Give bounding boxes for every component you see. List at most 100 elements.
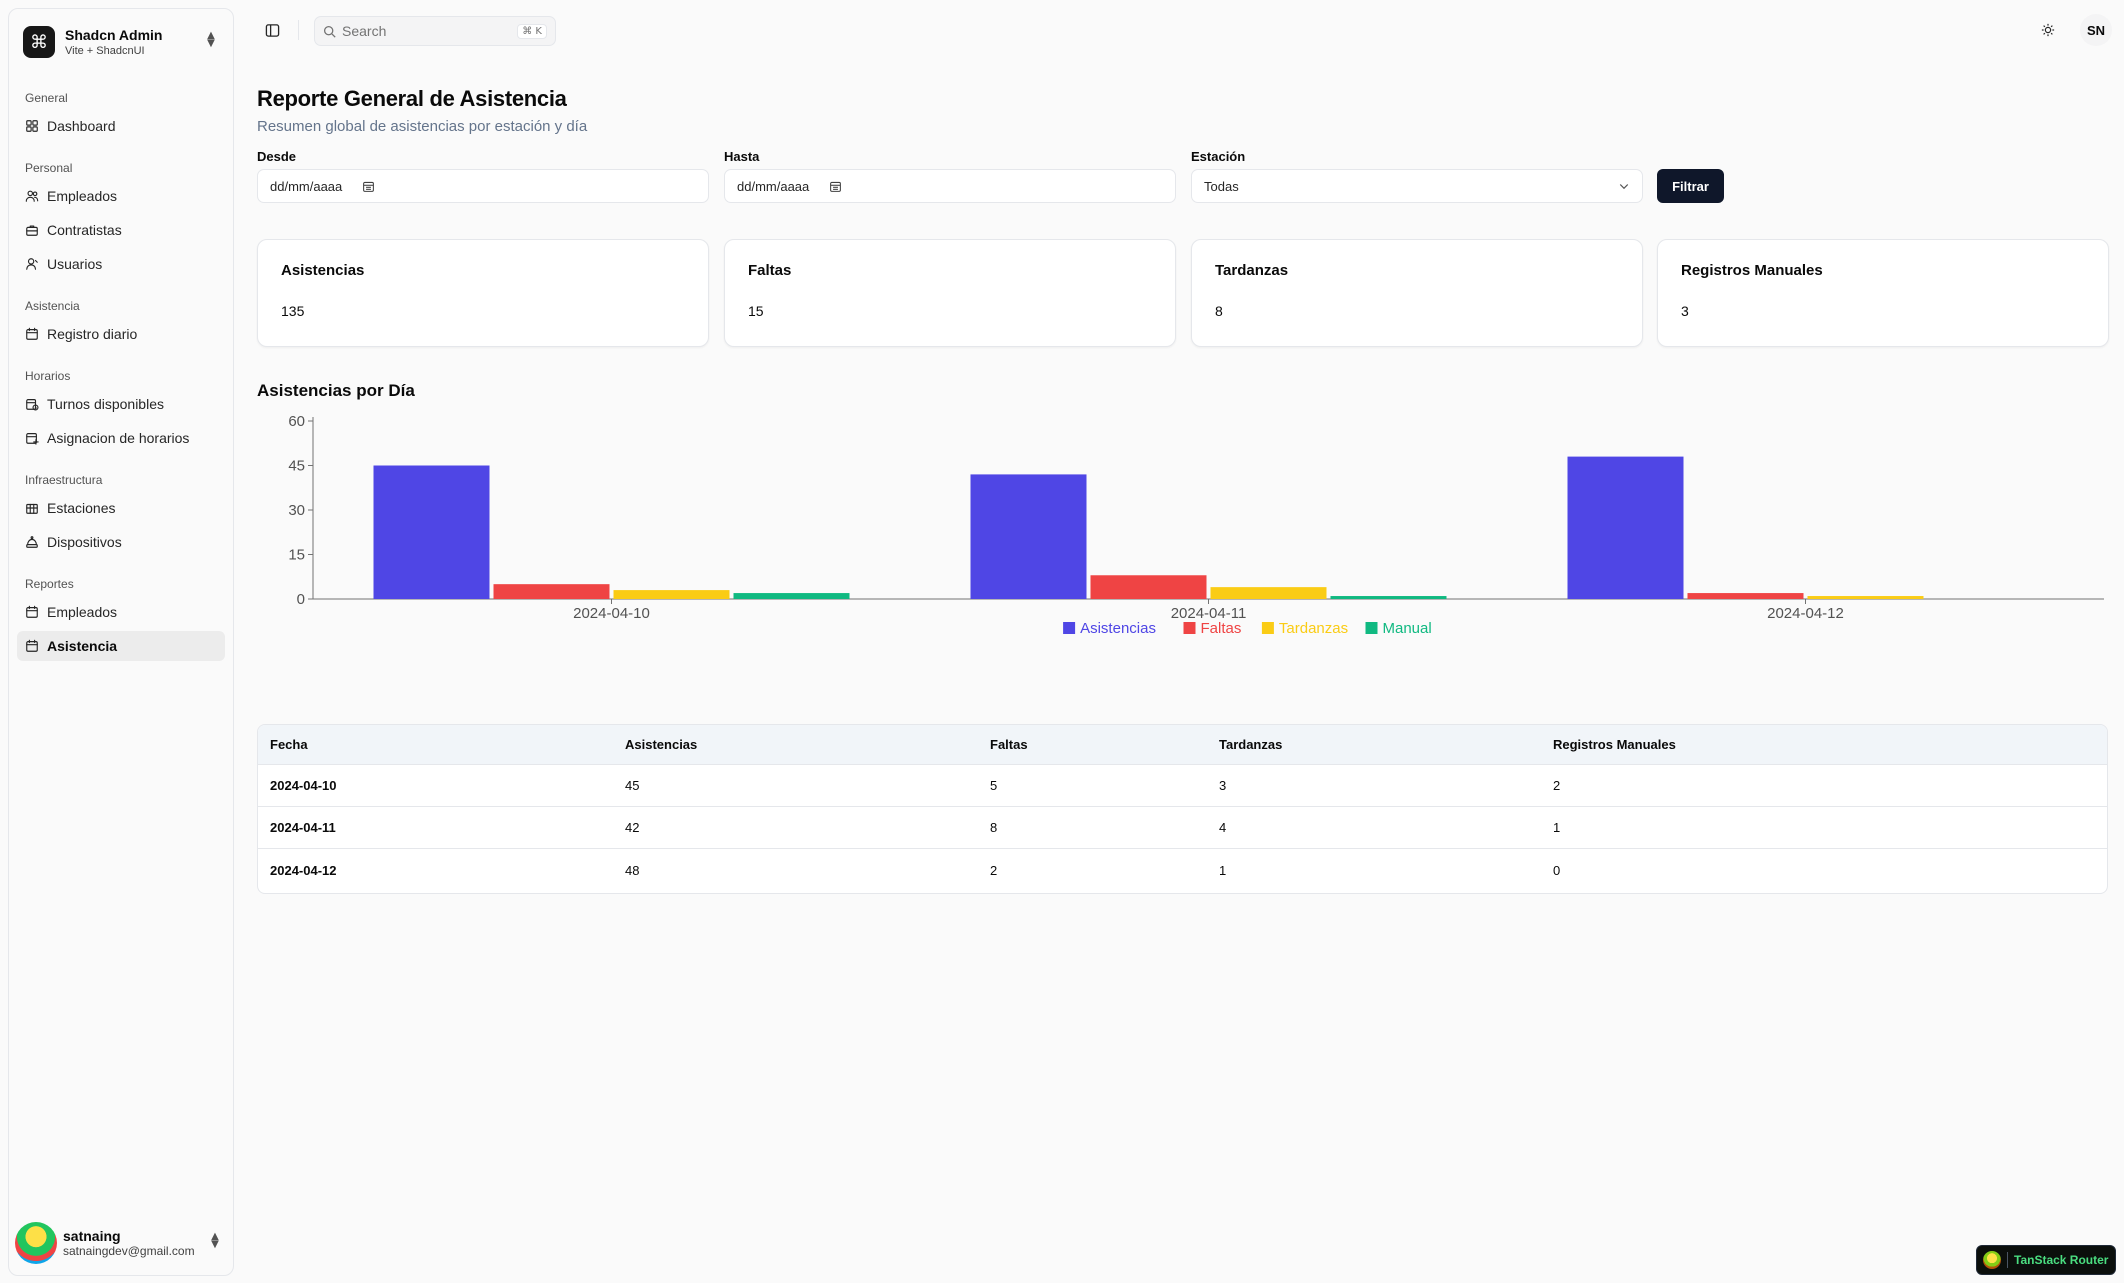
nav-group-label: Reportes: [25, 577, 74, 591]
sidebar-nav: General Dashboard Personal Empleados Contrat…: [9, 71, 233, 665]
nav-user[interactable]: satnaing satnaingdev@gmail.com ▲ ▼: [9, 1215, 233, 1275]
users-icon: [25, 189, 39, 203]
card-title: Registros Manuales: [1681, 262, 1823, 279]
tanstack-devtools-button[interactable]: TanStack Router: [1976, 1245, 2116, 1275]
brand-title: Shadcn Admin: [65, 26, 163, 43]
card-value: 8: [1215, 303, 1223, 319]
page-title: Reporte General de Asistencia: [257, 86, 567, 111]
sidebar-item-label: Turnos disponibles: [47, 396, 164, 412]
table-cell: 4: [1219, 820, 1227, 835]
table-row: 2024-04-11 42 8 4 1: [258, 807, 2107, 849]
top-bar: Search ⌘ K SN: [244, 0, 2124, 60]
table-header-cell: Asistencias: [625, 737, 698, 752]
brand-subtitle: Vite + ShadcnUI: [65, 44, 145, 57]
legend-swatch: [1183, 622, 1196, 634]
table-cell: 2024-04-10: [270, 778, 337, 793]
nav-group: General Dashboard: [9, 85, 233, 141]
bar-manual-2024-04-10: [733, 593, 850, 599]
card-faltas: Faltas 15: [724, 239, 1176, 347]
nav-group-label: General: [25, 91, 68, 105]
sidebar-item-asignacion-de-horarios[interactable]: Asignacion de horarios: [17, 423, 225, 453]
nav-group-label: Horarios: [25, 369, 71, 383]
card-asistencias: Asistencias 135: [257, 239, 709, 347]
calendar-clock-icon: [25, 397, 39, 411]
chevrons-up-down-icon: ▲ ▼: [211, 1231, 219, 1250]
bar-chart: 0 15 30 45 60 2024-04-10 2024-04-11 2024-04-12 A…: [288, 413, 2104, 637]
table-cell: 0: [1553, 862, 1561, 878]
page-subtitle: Resumen global de asistencias por estaci…: [257, 118, 588, 135]
theme-toggle-button[interactable]: [2036, 18, 2060, 42]
user-name: satnaing: [63, 1227, 121, 1244]
profile-avatar-button[interactable]: SN: [2080, 14, 2112, 46]
sidebar-item-label: Dispositivos: [47, 534, 122, 550]
sidebar-item-label: Estaciones: [47, 500, 116, 516]
sidebar-toggle-button[interactable]: [258, 16, 286, 44]
panel-left-icon: [265, 23, 279, 37]
y-tick-label: 0: [297, 591, 305, 608]
user-email: satnaingdev@gmail.com: [63, 1243, 195, 1258]
sidebar-item-empleados[interactable]: Empleados: [17, 181, 225, 211]
y-tick-label: 60: [288, 413, 305, 430]
sidebar-item-usuarios[interactable]: Usuarios: [17, 249, 225, 279]
table-cell: 2: [990, 862, 998, 878]
table-cell: 5: [990, 778, 998, 793]
table-cell: 48: [625, 862, 640, 878]
command-icon: ⌘: [23, 26, 55, 58]
sidebar-item-label: Empleados: [47, 188, 118, 204]
sun-icon: [2041, 23, 2055, 37]
sidebar-item-dispositivos[interactable]: Dispositivos: [17, 527, 225, 557]
filtrar-button[interactable]: Filtrar: [1657, 169, 1724, 203]
table-cell: 2024-04-11: [270, 820, 336, 835]
sidebar-item-asistencia[interactable]: Asistencia: [17, 631, 225, 661]
sidebar-item-label: Registro diario: [47, 326, 138, 342]
briefcase-icon: [25, 223, 39, 237]
table-cell: 1: [1219, 862, 1227, 878]
summary-cards: Asistencias 135 Faltas 15 Tardanzas 8 Re…: [257, 239, 2109, 349]
calendar-icon: [830, 181, 842, 192]
sidebar-item-dashboard[interactable]: Dashboard: [17, 111, 225, 141]
team-switcher[interactable]: ⌘ Shadcn Admin Vite + ShadcnUI ▲ ▼: [9, 9, 233, 71]
table-cell: 45: [625, 778, 640, 793]
sidebar-item-contratistas[interactable]: Contratistas: [17, 215, 225, 245]
hasta-date-input[interactable]: dd/mm/aaaa: [724, 169, 1176, 203]
attendance-chart: 0 15 30 45 60 2024-04-10 2024-04-11 2024-04-12 A…: [257, 401, 2108, 701]
search-placeholder: Search: [342, 23, 387, 39]
sidebar-item-turnos-disponibles[interactable]: Turnos disponibles: [17, 389, 225, 419]
search-input[interactable]: Search ⌘ K: [314, 16, 556, 46]
table-header-cell: Faltas: [990, 737, 1028, 752]
x-tick-label: 2024-04-11: [1171, 605, 1247, 622]
attendance-table: Fecha Asistencias Faltas Tardanzas Registros…: [257, 724, 2108, 894]
table-cell: 3: [1219, 778, 1227, 793]
bar-tardanzas-2024-04-10: [613, 590, 730, 599]
main-content: Reporte General de Asistencia Resumen gl…: [257, 60, 2109, 894]
nav-group: Reportes Empleados Asistencia: [9, 571, 233, 661]
sidebar-item-label: Asistencia: [47, 638, 118, 654]
table-header-cell: Tardanzas: [1219, 737, 1283, 752]
filters: Desde dd/mm/aaaa Hasta dd/mm/aaaa Estaci…: [257, 149, 2108, 239]
x-tick-label: 2024-04-12: [1767, 605, 1844, 622]
sidebar-item-registro-diario[interactable]: Registro diario: [17, 319, 225, 349]
sidebar-item-label: Asignacion de horarios: [47, 430, 190, 446]
legend-swatch: [1063, 622, 1076, 634]
calendar-icon: [25, 327, 39, 341]
nav-group: Asistencia Registro diario: [9, 293, 233, 349]
desde-date-input[interactable]: dd/mm/aaaa: [257, 169, 709, 203]
separator: [298, 20, 299, 40]
search-shortcut: ⌘ K: [517, 23, 547, 39]
desde-label: Desde: [257, 149, 297, 164]
bar-asistencias-2024-04-11: [970, 474, 1087, 599]
building-icon: [25, 501, 39, 515]
calendar-plus-icon: [25, 431, 39, 445]
sidebar-item-empleados[interactable]: Empleados: [17, 597, 225, 627]
legend-swatch: [1365, 622, 1378, 634]
layout-dashboard-icon: [25, 119, 39, 133]
table-cell: 2: [1553, 778, 1561, 793]
sidebar-item-estaciones[interactable]: Estaciones: [17, 493, 225, 523]
estacion-label: Estación: [1191, 149, 1246, 164]
calendar-icon: [363, 181, 375, 192]
bar-asistencias-2024-04-10: [373, 465, 490, 599]
card-registros-manuales: Registros Manuales 3: [1657, 239, 2109, 347]
bar-asistencias-2024-04-12: [1567, 456, 1684, 599]
device-icon: [25, 535, 39, 549]
estacion-select[interactable]: Todas: [1191, 169, 1643, 203]
